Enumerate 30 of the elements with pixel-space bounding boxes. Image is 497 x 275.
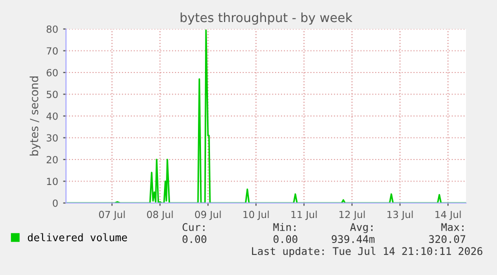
legend-label: delivered volume [28,233,127,242]
chart-title: bytes throughput - by week [180,12,352,25]
line-series [66,29,466,203]
y-tick-label: 40 [46,112,58,120]
x-tick-label: 08 Jul [147,210,173,220]
y-tick-label: 30 [46,134,58,142]
y-tick-label: 0 [52,199,58,207]
x-tick-label: 11 Jul [291,210,317,220]
x-tick-label: 12 Jul [339,210,365,220]
x-tick-label: 14 Jul [435,210,461,220]
text: 939.44m [332,235,375,244]
y-tick-label: 10 [47,178,58,186]
text: 0.00 [274,235,298,244]
text: Max: [441,223,464,232]
text: Cur: [182,223,204,232]
y-tick-label: 60 [46,68,58,76]
text: 320.07 [429,235,466,244]
x-tick-label: 10 Jul [243,210,269,220]
y-tick-label: 50 [46,90,58,98]
y-tick-label: 80 [46,25,58,33]
x-tick-label: 09 Jul [195,210,221,220]
x-tick-label: 13 Jul [387,210,413,220]
y-axis-title: bytes / second [30,76,40,156]
x-tick-label: 07 Jul [99,210,125,220]
text: Min: [273,222,296,231]
y-tick-label: 70 [46,47,58,55]
text: Avg: [350,223,372,234]
text: Last update: Tue Jul 14 21:10:11 2026 [252,246,482,258]
y-tick-label: 20 [46,156,58,164]
text: 0.00 [182,235,206,244]
